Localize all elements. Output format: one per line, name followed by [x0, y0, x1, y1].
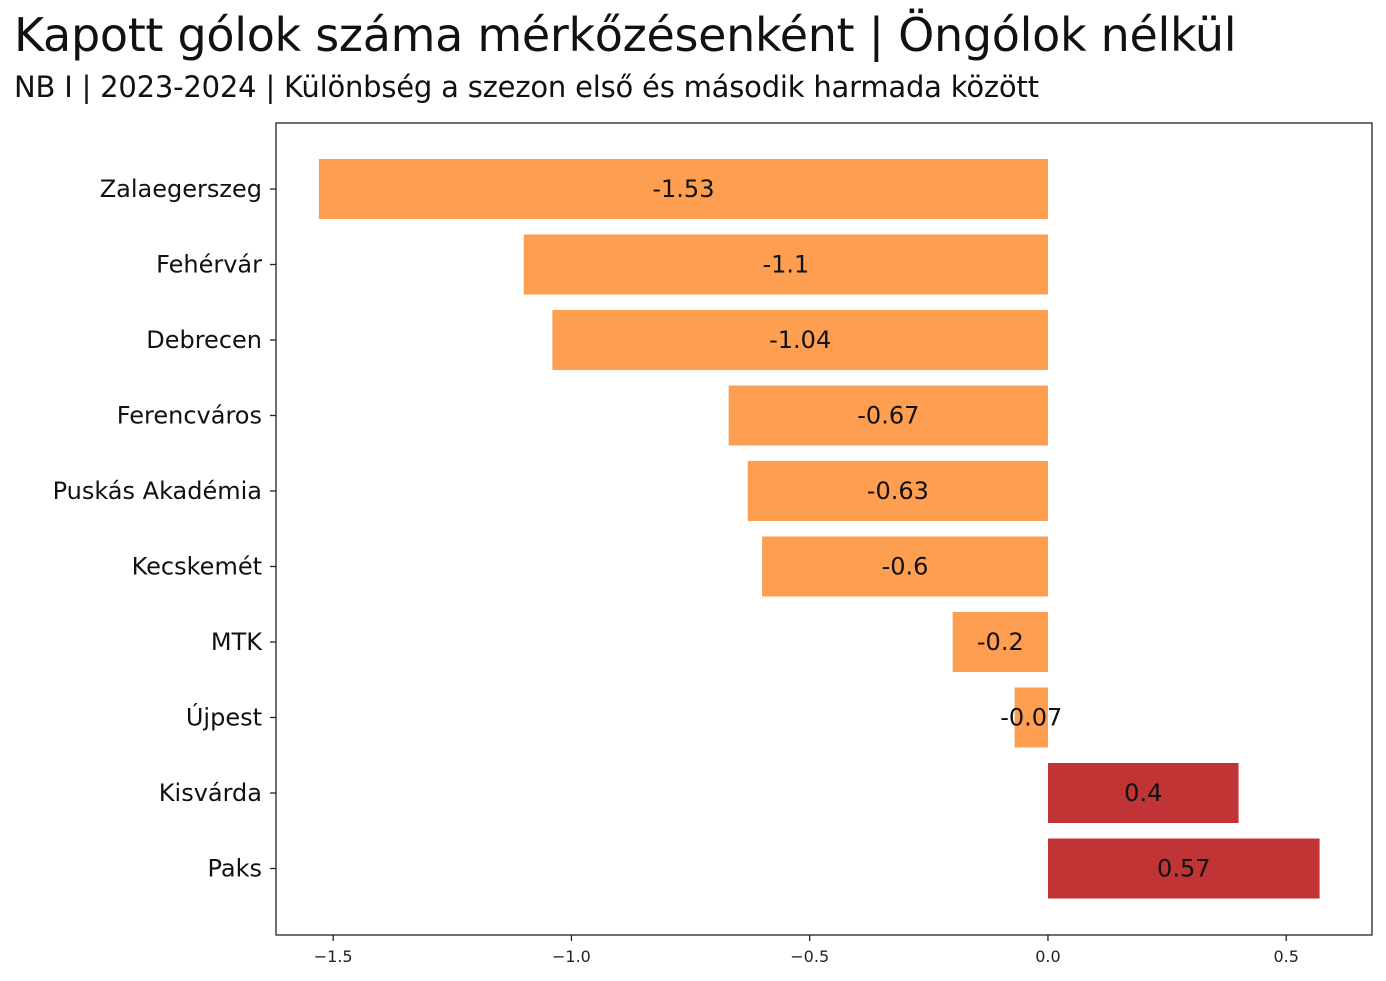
category-label: Fehérvár [156, 251, 262, 279]
bar-5 [762, 536, 1048, 597]
bar-4 [747, 461, 1048, 521]
x-axis-ticks-group: −1.5 −1.0 −0.5 0.0 0.5 [314, 935, 1299, 966]
bar-value-label: -1.1 [762, 251, 809, 279]
chart-subtitle: NB I | 2023-2024 | Különbség a szezon el… [14, 70, 1039, 104]
bars-group: -1.53 -1.1 -1.04 -0.67 -0.63 -0.6 -0.2 -0.07 0.4… [318, 159, 1320, 899]
bar-9 [1047, 838, 1320, 899]
bar-value-label: -1.53 [652, 175, 714, 203]
bar-0 [318, 159, 1048, 219]
bar-value-label: -0.63 [867, 477, 929, 505]
bar-value-label: -1.04 [769, 326, 831, 354]
bar-value-label: -0.67 [857, 402, 919, 430]
category-label: Ferencváros [117, 402, 262, 430]
category-labels-group: Zalaegerszeg Fehérvár Debrecen Ferencváros P… [53, 175, 276, 883]
category-label: Zalaegerszeg [100, 175, 262, 203]
x-tick-label: 0.0 [1035, 947, 1060, 966]
chart-title: Kapott gólok száma mérkőzésenként | Öngó… [14, 8, 1237, 62]
bar-7 [1014, 687, 1048, 748]
bar-8 [1047, 763, 1239, 823]
x-tick-label: −1.0 [552, 947, 591, 966]
category-label: Paks [207, 855, 262, 883]
category-label: Újpest [186, 702, 262, 732]
category-label: Kisvárda [159, 779, 262, 807]
bar-1 [523, 234, 1048, 295]
bar-value-label: 0.4 [1124, 779, 1162, 807]
bar-value-label: -0.2 [977, 628, 1024, 656]
category-label: MTK [211, 628, 263, 656]
category-label: Debrecen [146, 326, 262, 354]
bar-value-label: 0.57 [1157, 855, 1210, 883]
bar-value-label: -0.6 [882, 553, 929, 581]
category-label: Puskás Akadémia [53, 477, 262, 505]
bar-value-label: -0.07 [1000, 704, 1062, 732]
category-label: Kecskemét [132, 553, 262, 581]
x-tick-label: −0.5 [790, 947, 829, 966]
bar-2 [552, 310, 1048, 370]
plot-frame [275, 122, 1373, 936]
x-tick-label: −1.5 [314, 947, 353, 966]
bar-3 [728, 385, 1048, 446]
x-tick-label: 0.5 [1273, 947, 1298, 966]
bar-6 [952, 612, 1048, 672]
